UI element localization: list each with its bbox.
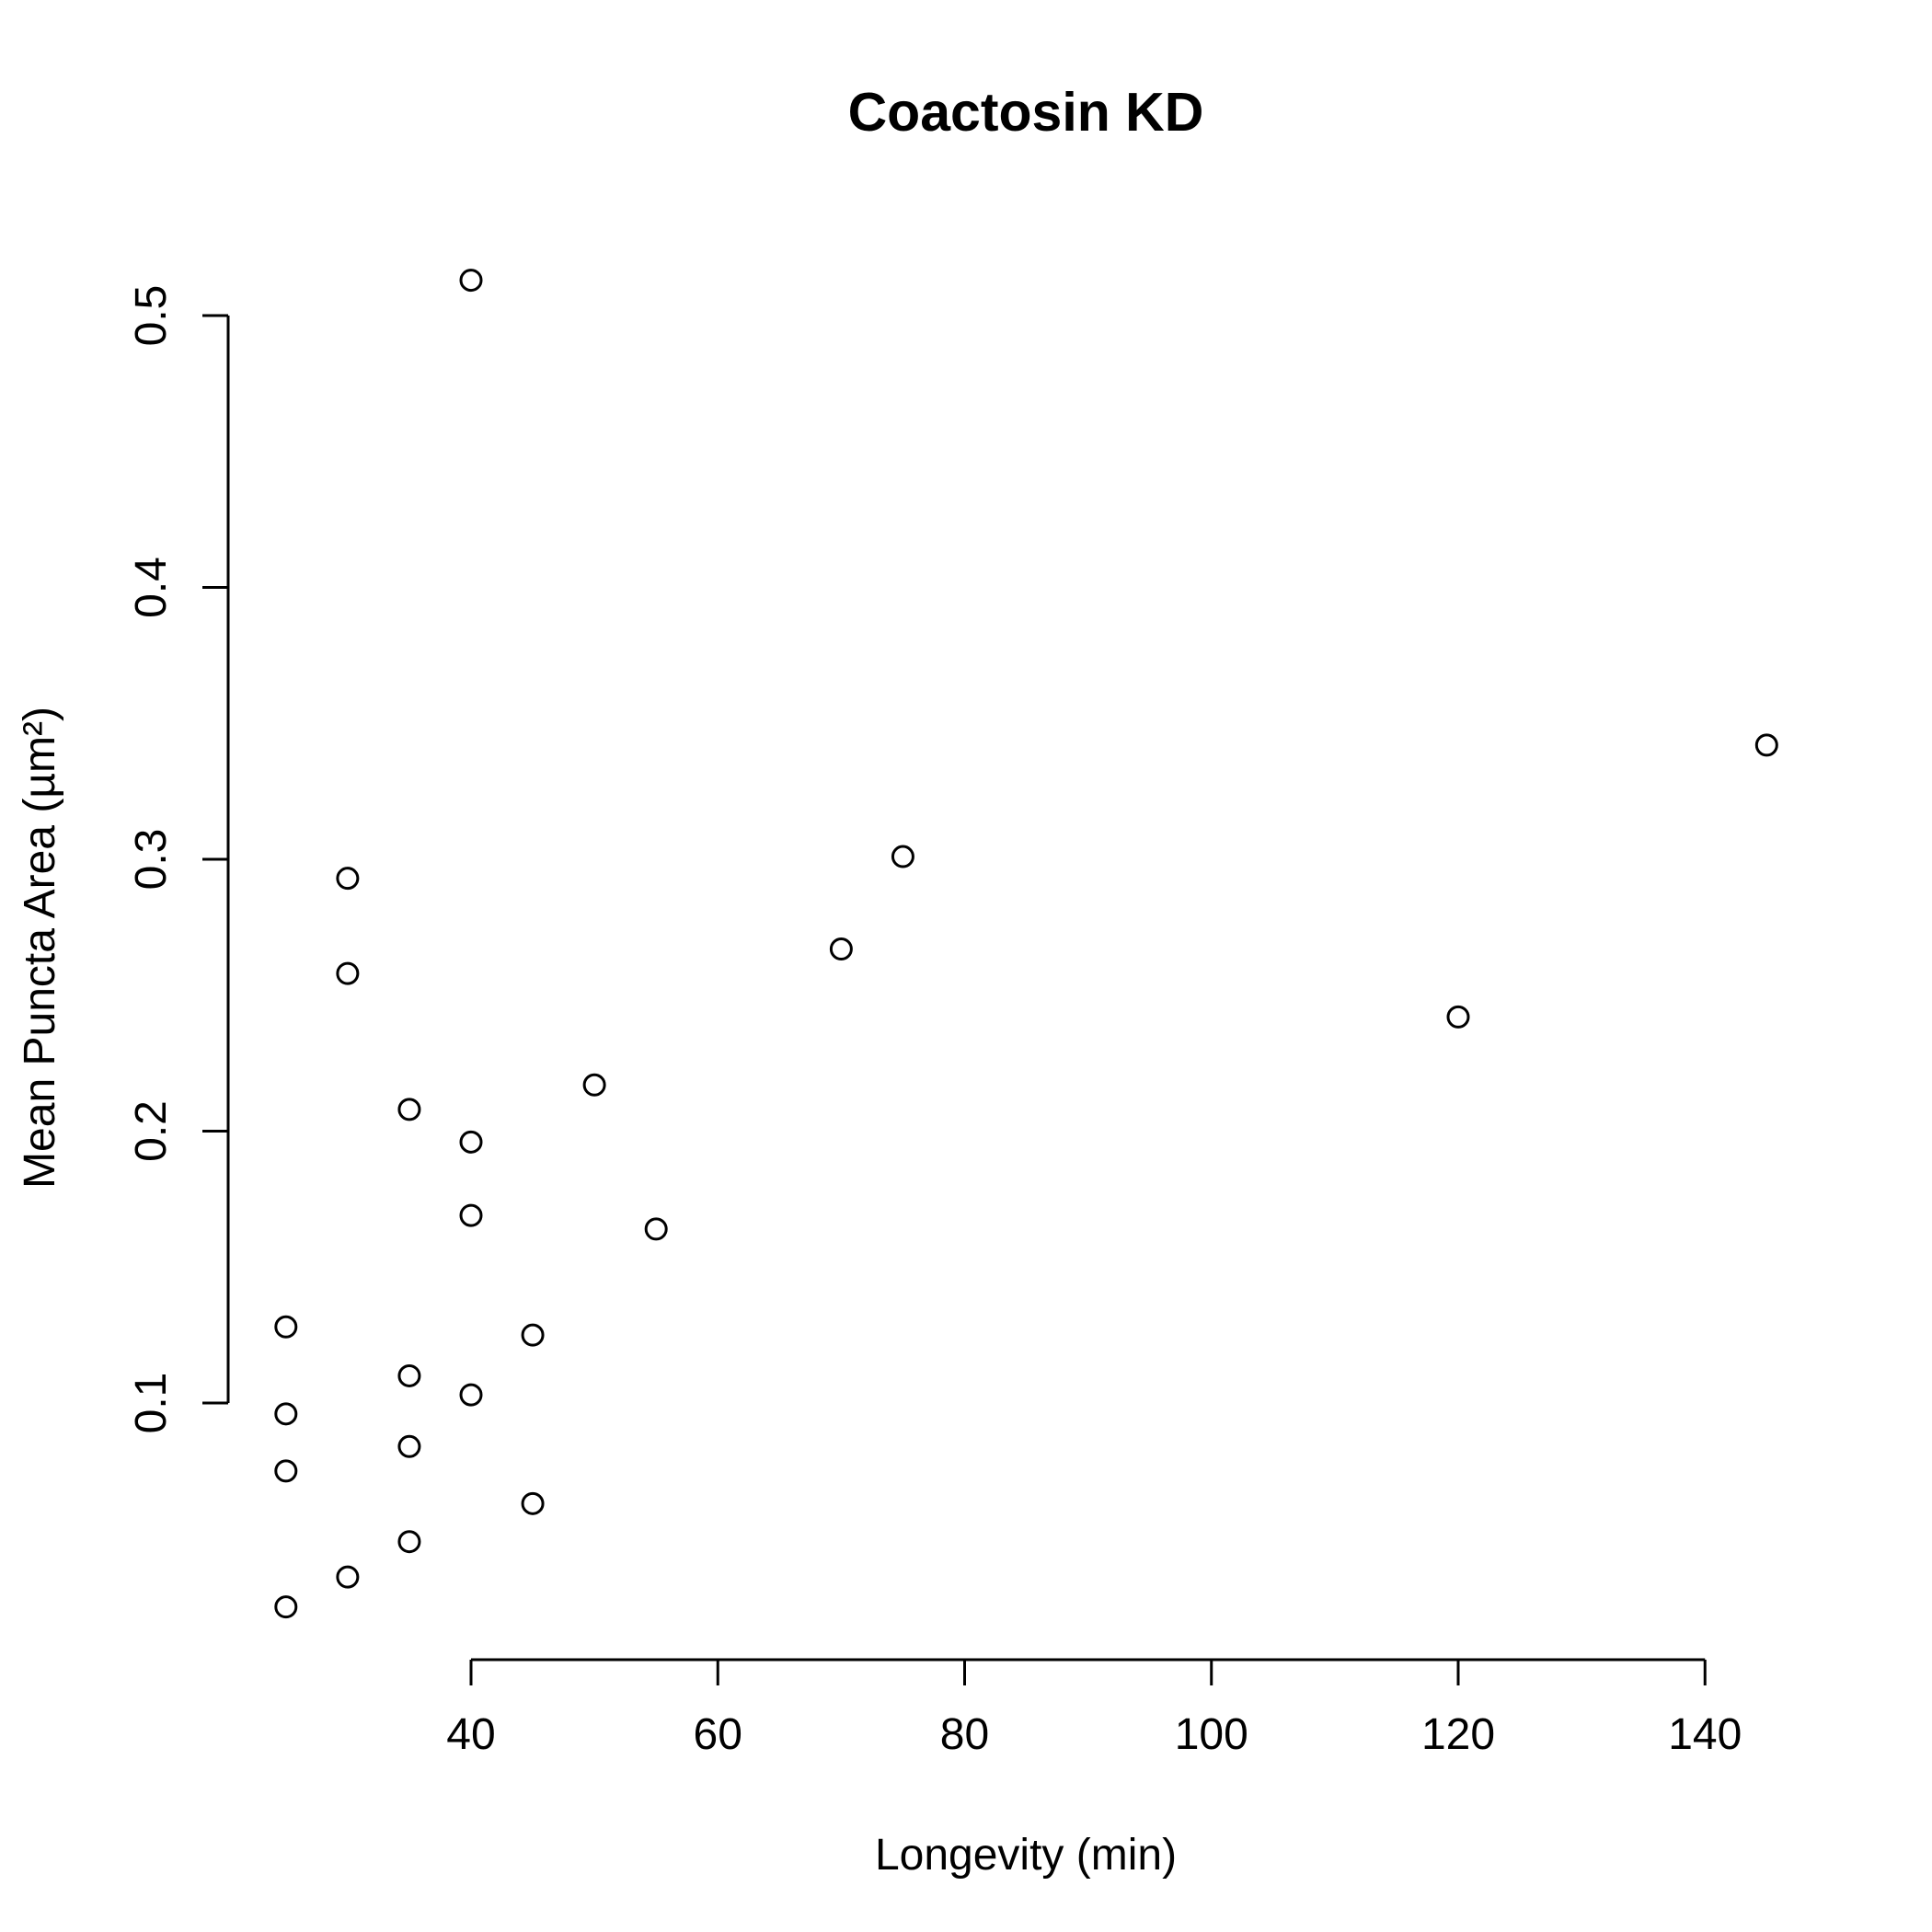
x-tick-label: 100 bbox=[1175, 1710, 1248, 1759]
data-point bbox=[397, 1363, 421, 1387]
data-point bbox=[397, 1530, 421, 1554]
data-point bbox=[521, 1491, 545, 1515]
data-point bbox=[459, 1383, 483, 1407]
data-point bbox=[274, 1315, 298, 1339]
data-point bbox=[1754, 733, 1778, 757]
data-point bbox=[336, 961, 360, 985]
y-tick-label: 0.1 bbox=[127, 1373, 176, 1434]
y-axis: 0.1 0.2 0.3 0.4 0.5 bbox=[127, 285, 230, 1434]
data-point bbox=[274, 1402, 298, 1426]
x-tick-label: 140 bbox=[1668, 1710, 1742, 1759]
data-point bbox=[397, 1098, 421, 1121]
data-point bbox=[336, 867, 360, 891]
data-point bbox=[1446, 1005, 1470, 1029]
x-tick-label: 80 bbox=[940, 1710, 989, 1759]
data-point bbox=[459, 269, 483, 293]
data-point bbox=[644, 1217, 668, 1241]
x-axis: 40 60 80 100 120 140 bbox=[446, 1658, 1742, 1759]
data-point bbox=[274, 1595, 298, 1619]
y-tick-label: 0.3 bbox=[127, 829, 176, 891]
data-point bbox=[891, 845, 914, 868]
data-point bbox=[829, 937, 853, 961]
y-tick-label: 0.5 bbox=[127, 285, 176, 347]
x-tick-label: 120 bbox=[1421, 1710, 1495, 1759]
y-axis-label: Mean Puncta Area (µm²) bbox=[16, 707, 64, 1189]
data-point bbox=[582, 1073, 606, 1097]
chart-title: Coactosin KD bbox=[848, 82, 1204, 143]
x-axis-label: Longevity (min) bbox=[875, 1831, 1177, 1880]
data-point bbox=[274, 1459, 298, 1483]
data-point bbox=[521, 1323, 545, 1347]
data-point bbox=[459, 1203, 483, 1227]
data-point bbox=[459, 1130, 483, 1154]
data-point bbox=[336, 1565, 360, 1589]
x-tick-label: 60 bbox=[694, 1710, 742, 1759]
x-tick-label: 40 bbox=[446, 1710, 495, 1759]
y-tick-label: 0.2 bbox=[127, 1100, 176, 1162]
data-points bbox=[274, 269, 1778, 1619]
y-tick-label: 0.4 bbox=[127, 557, 176, 618]
data-point bbox=[397, 1434, 421, 1458]
